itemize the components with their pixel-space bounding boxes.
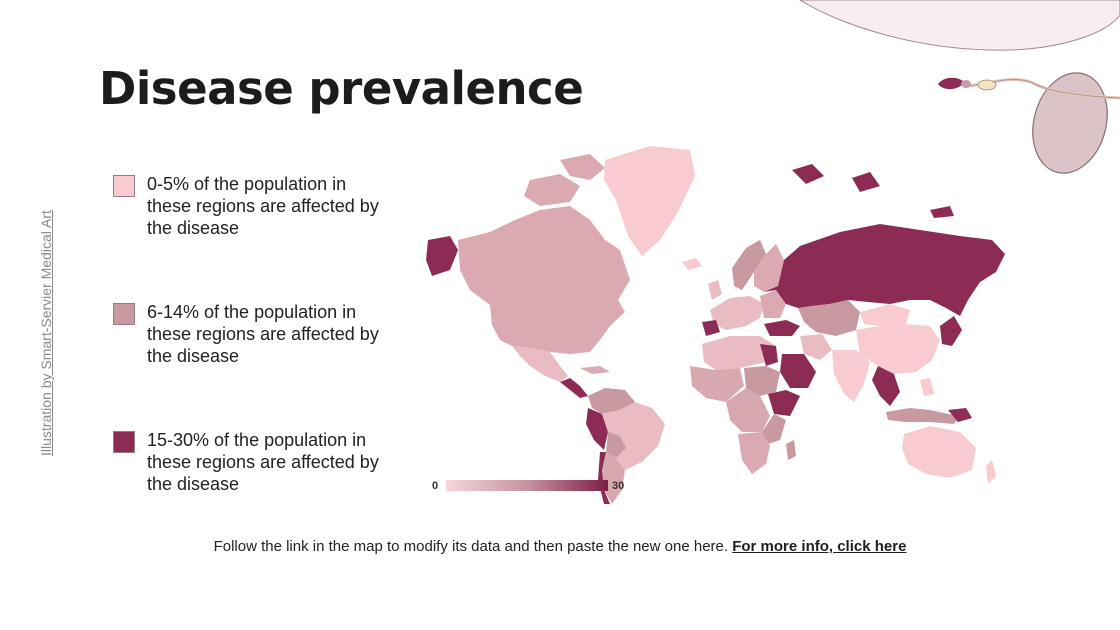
region-iceland[interactable] — [682, 258, 702, 270]
region-alaska[interactable] — [426, 236, 458, 276]
region-spain[interactable] — [702, 320, 720, 336]
region-ethiopia-somalia[interactable] — [768, 390, 800, 416]
footer-text: Follow the link in the map to modify its… — [213, 538, 733, 555]
region-peru[interactable] — [586, 408, 608, 450]
illustration-credit-link[interactable]: Illustration by Smart-Servier Medical Ar… — [38, 210, 54, 456]
region-korea-japan[interactable] — [940, 316, 962, 346]
region-india[interactable] — [832, 350, 870, 402]
region-sweden-finland[interactable] — [754, 244, 784, 292]
region-saudi[interactable] — [780, 354, 816, 388]
region-uk[interactable] — [708, 280, 722, 300]
region-southern-africa[interactable] — [738, 432, 770, 474]
region-europe-west[interactable] — [710, 296, 764, 330]
footer-note: Follow the link in the map to modify its… — [0, 538, 1120, 555]
legend-text-high: 15-30% of the population in these region… — [147, 430, 379, 494]
region-arctic-islands-2[interactable] — [560, 154, 605, 180]
region-turkey[interactable] — [764, 320, 800, 336]
map-color-scale: 0 30 — [432, 480, 624, 492]
region-madagascar[interactable] — [786, 440, 796, 460]
medical-illustration-icon — [938, 72, 1120, 174]
scale-max-label: 30 — [612, 480, 624, 492]
legend-text-mid: 6-14% of the population in these regions… — [147, 302, 379, 366]
legend-text-low: 0-5% of the population in these regions … — [147, 174, 379, 238]
region-china[interactable] — [856, 324, 940, 374]
scale-min-label: 0 — [432, 480, 438, 492]
region-iran[interactable] — [800, 334, 832, 360]
region-sudan[interactable] — [744, 366, 780, 396]
region-indonesia[interactable] — [886, 408, 960, 424]
region-norway[interactable] — [732, 240, 766, 290]
region-north-africa[interactable] — [702, 336, 776, 370]
region-central-africa[interactable] — [726, 388, 770, 432]
page-title: Disease prevalence — [99, 62, 584, 115]
region-mongolia[interactable] — [860, 304, 910, 326]
region-se-asia[interactable] — [872, 366, 900, 406]
region-kazakhstan[interactable] — [798, 300, 860, 336]
region-philippines[interactable] — [920, 378, 934, 396]
scale-gradient-bar — [446, 480, 608, 491]
region-new-guinea[interactable] — [948, 408, 972, 422]
region-west-africa[interactable] — [690, 366, 744, 402]
region-mexico[interactable] — [512, 346, 568, 382]
legend-swatch-mid — [113, 303, 135, 325]
region-russia-islands-2[interactable] — [852, 172, 880, 192]
region-canada[interactable] — [458, 206, 630, 310]
region-colombia-venezuela[interactable] — [588, 388, 635, 414]
region-caribbean[interactable] — [580, 366, 610, 374]
region-bolivia[interactable] — [606, 432, 626, 458]
region-russia-islands-3[interactable] — [930, 206, 954, 218]
region-usa[interactable] — [490, 300, 625, 354]
region-russia[interactable] — [764, 224, 1005, 316]
world-choropleth-map[interactable]: 0 30 — [420, 140, 1020, 505]
legend-swatch-high — [113, 431, 135, 453]
region-greenland[interactable] — [604, 146, 695, 256]
decorative-blob — [799, 0, 1120, 51]
more-info-link[interactable]: For more info, click here — [732, 538, 907, 555]
legend-swatch-low — [113, 175, 135, 197]
region-arctic-islands[interactable] — [524, 174, 580, 206]
region-russia-islands[interactable] — [792, 164, 824, 184]
region-new-zealand[interactable] — [986, 460, 996, 484]
region-australia[interactable] — [902, 426, 976, 478]
region-europe-east[interactable] — [760, 290, 786, 318]
region-central-america[interactable] — [560, 378, 588, 398]
region-east-africa[interactable] — [762, 414, 786, 444]
region-egypt[interactable] — [760, 344, 778, 366]
